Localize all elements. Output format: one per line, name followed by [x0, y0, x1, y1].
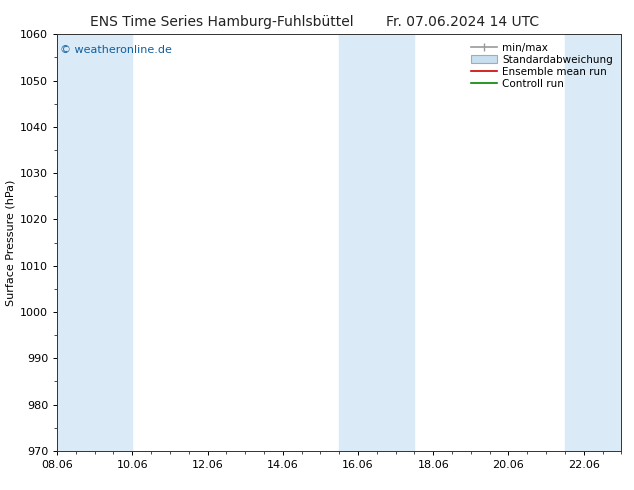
Legend: min/max, Standardabweichung, Ensemble mean run, Controll run: min/max, Standardabweichung, Ensemble me…: [468, 40, 616, 92]
Bar: [57, 34, 94, 451]
Text: © weatheronline.de: © weatheronline.de: [60, 45, 172, 55]
Text: Fr. 07.06.2024 14 UTC: Fr. 07.06.2024 14 UTC: [386, 15, 540, 29]
Y-axis label: Surface Pressure (hPa): Surface Pressure (hPa): [6, 179, 16, 306]
Text: ENS Time Series Hamburg-Fuhlsbüttel: ENS Time Series Hamburg-Fuhlsbüttel: [90, 15, 354, 29]
Bar: [339, 34, 377, 451]
Bar: [565, 34, 621, 451]
Bar: [377, 34, 415, 451]
Bar: [94, 34, 133, 451]
